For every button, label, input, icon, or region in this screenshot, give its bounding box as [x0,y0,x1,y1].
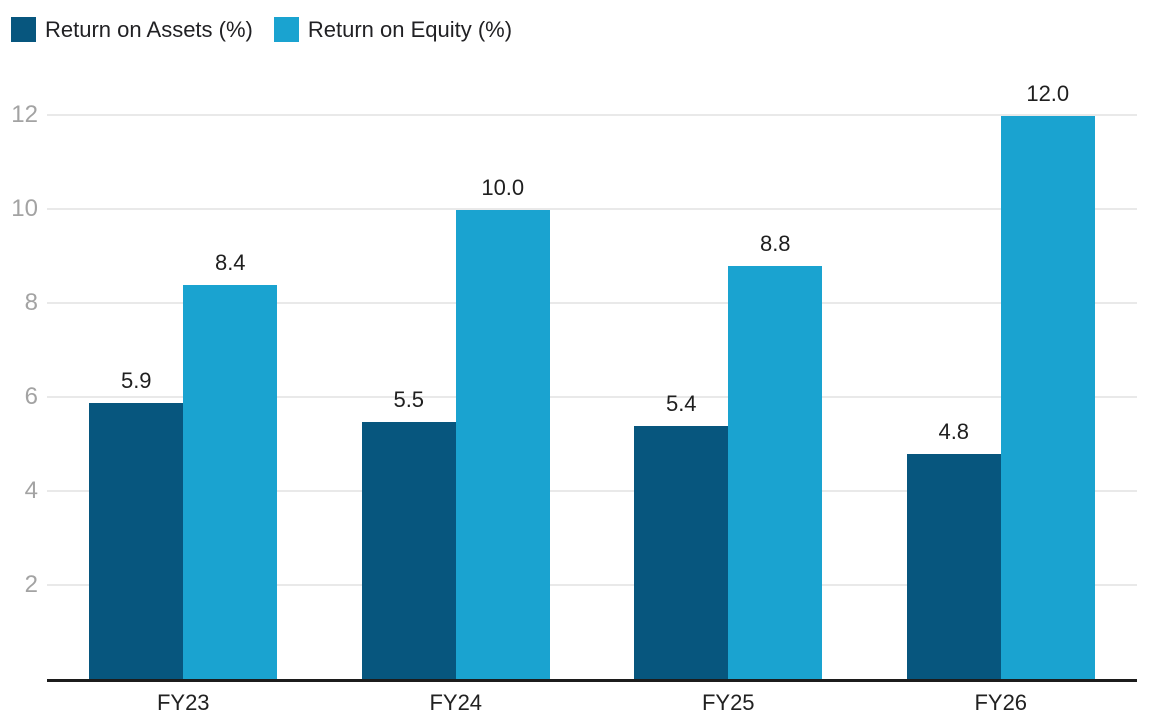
bar-return-on-assets-fy26[interactable]: 4.8 [906,419,1001,680]
bar-return-on-equity-fy26[interactable]: 12.0 [1000,81,1095,680]
bar-value-label: 4.8 [938,419,970,445]
gridline-y-10 [47,208,1137,210]
gridline-y-6 [47,396,1137,398]
gridline-y-12 [47,114,1137,116]
legend-item-return-on-equity[interactable]: Return on Equity (%) [273,17,513,42]
gridline-y-2 [47,584,1137,586]
y-tick-label: 8 [24,289,38,316]
chart-legend: Return on Assets (%) Return on Equity (%) [11,17,533,42]
y-tick-label: 10 [11,195,38,222]
y-tick-label: 4 [24,477,38,504]
x-axis-labels: FY23 FY24 FY25 FY26 [47,690,1137,718]
bar-value-label: 5.4 [665,391,697,417]
y-axis-labels: 2 4 6 8 10 12 [0,90,38,680]
plot-area: 5.9 8.4 5.5 10.0 5.4 8.8 4.8 12.0 [47,81,1138,682]
x-tick-label-fy26: FY26 [974,690,1028,715]
bar-value-label: 8.4 [214,250,246,276]
y-tick-label: 12 [11,101,38,128]
legend-label: Return on Assets (%) [45,17,253,42]
bar-return-on-assets-fy24[interactable]: 5.5 [361,387,456,680]
x-tick-label-fy23: FY23 [156,690,210,715]
x-tick-label-fy25: FY25 [701,690,755,715]
legend-item-return-on-assets[interactable]: Return on Assets (%) [11,17,253,42]
gridline-y-8 [47,302,1137,304]
bar-group-fy26: 4.8 12.0 [865,81,1138,680]
y-tick-label: 2 [24,571,38,598]
bar-return-on-equity-fy24[interactable]: 10.0 [455,175,550,680]
legend-swatch-return-on-assets [11,17,36,42]
bar-return-on-equity-fy23[interactable]: 8.4 [183,250,278,680]
bar-value-label: 10.0 [481,175,525,200]
bar-group-fy25: 5.4 8.8 [592,90,865,680]
bar-value-label: 12.0 [1026,81,1070,106]
legend-label: Return on Equity (%) [307,17,513,42]
bar-value-label: 5.5 [393,386,425,412]
bar-value-label: 8.8 [759,231,791,257]
y-tick-label: 6 [24,383,38,410]
bar-return-on-assets-fy23[interactable]: 5.9 [89,368,184,680]
x-axis-line [47,679,1137,682]
bar-group-fy23: 5.9 8.4 [47,90,320,680]
x-tick-label-fy24: FY24 [429,690,483,715]
bar-return-on-equity-fy25[interactable]: 8.8 [728,231,823,680]
legend-swatch-return-on-equity [273,17,299,42]
bar-group-fy24: 5.5 10.0 [320,90,593,680]
bar-return-on-assets-fy25[interactable]: 5.4 [634,391,729,680]
gridline-y-4 [47,490,1137,492]
bar-value-label: 5.9 [120,367,152,393]
